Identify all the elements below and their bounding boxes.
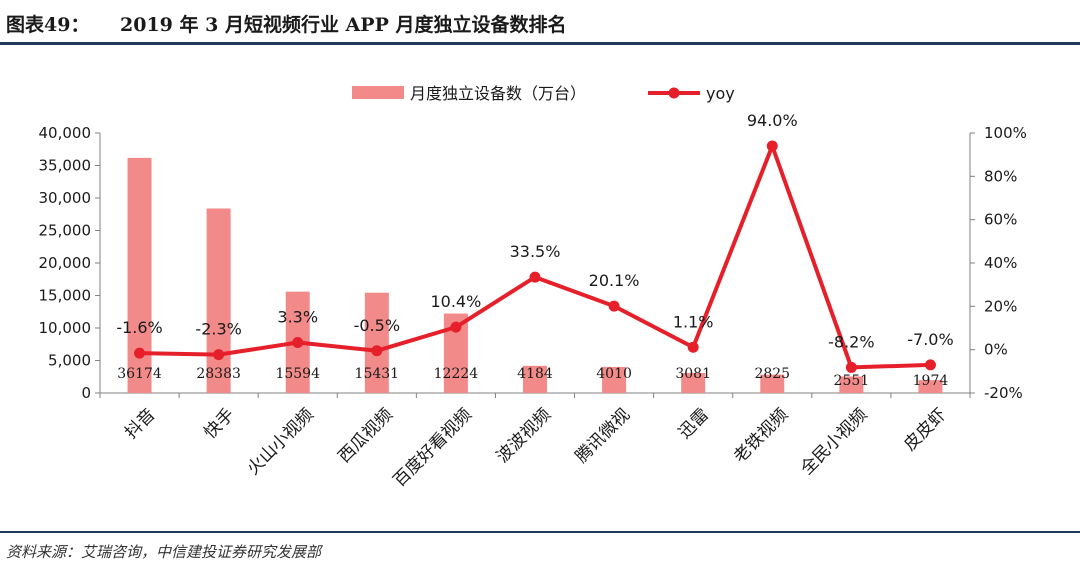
bar-value-label: 2551: [834, 373, 870, 389]
yoy-value-label: -8.2%: [828, 332, 874, 351]
yoy-point-7: [608, 300, 620, 312]
category-label: 腾讯微视: [572, 405, 634, 467]
figure-label: 图表49：: [6, 14, 90, 36]
bar-value-label: 36174: [117, 366, 162, 382]
y-left-tick-label: 35,000: [39, 157, 92, 175]
category-label: 火山小视频: [243, 405, 317, 479]
yoy-point-9: [766, 140, 778, 152]
yoy-value-label: 94.0%: [747, 111, 798, 130]
yoy-point-11: [924, 359, 936, 371]
bar-value-label: 15594: [275, 366, 320, 382]
yoy-value-label: -7.0%: [907, 330, 953, 349]
yoy-point-4: [371, 345, 383, 357]
category-label: 快手: [200, 405, 238, 443]
yoy-point-6: [529, 271, 541, 283]
bar-6: [523, 365, 547, 393]
yoy-point-8: [687, 341, 699, 353]
y-right-tick-label: 0%: [984, 341, 1008, 359]
bar-value-label: 4184: [517, 366, 553, 382]
bar-value-label: 4010: [596, 366, 632, 382]
yoy-value-label: 20.1%: [589, 271, 640, 290]
figure-header: 图表49： 2019 年 3 月短视频行业 APP 月度独立设备数排名: [0, 0, 1080, 44]
legend-swatch-marker: [668, 87, 680, 99]
y-left-tick-label: 30,000: [39, 189, 92, 207]
yoy-value-label: 1.1%: [673, 312, 714, 331]
y-left-tick-label: 10,000: [39, 319, 92, 337]
y-left-tick-label: 5,000: [48, 352, 91, 370]
category-label: 西瓜视频: [335, 405, 397, 467]
category-label: 百度好看视频: [390, 405, 476, 491]
y-left-tick-label: 20,000: [39, 254, 92, 272]
legend-swatch-bar: [352, 86, 404, 99]
header-rule: [0, 42, 1080, 45]
bar-9: [760, 374, 785, 393]
bar-7: [602, 366, 627, 393]
yoy-value-label: 3.3%: [277, 308, 318, 327]
yoy-value-label: -1.6%: [116, 318, 162, 337]
y-left-tick-label: 0: [81, 384, 91, 402]
category-label: 波波视频: [493, 405, 555, 467]
bar-10: [839, 376, 864, 393]
y-left-tick-label: 25,000: [39, 222, 92, 240]
bar-11: [918, 380, 943, 393]
y-right-tick-label: 80%: [984, 167, 1017, 185]
yoy-value-label: 10.4%: [430, 292, 481, 311]
y-left-tick-label: 40,000: [39, 124, 92, 142]
category-label: 全民小视频: [797, 405, 871, 479]
bar-value-label: 1974: [913, 373, 949, 389]
yoy-value-label: -2.3%: [195, 320, 241, 339]
figure-title: 2019 年 3 月短视频行业 APP 月度独立设备数排名: [120, 14, 567, 36]
category-label: 老铁视频: [730, 405, 792, 467]
category-label: 抖音: [121, 405, 159, 443]
category-label: 皮皮虾: [900, 405, 950, 455]
legend-label-bar: 月度独立设备数（万台）: [410, 84, 586, 103]
y-right-tick-label: -20%: [984, 384, 1023, 402]
yoy-value-label: -0.5%: [354, 316, 400, 335]
y-right-tick-label: 60%: [984, 211, 1017, 229]
bar-8: [681, 372, 706, 393]
yoy-point-10: [845, 361, 857, 373]
yoy-point-1: [134, 347, 146, 359]
category-label: 迅雷: [675, 405, 713, 443]
legend-label-line: yoy: [706, 84, 735, 103]
bar-2: [206, 208, 231, 393]
yoy-point-2: [213, 349, 225, 361]
footer-rule: [0, 531, 1080, 533]
y-right-tick-label: 40%: [984, 254, 1017, 272]
y-right-tick-label: 20%: [984, 297, 1017, 315]
yoy-value-label: 33.5%: [510, 242, 561, 261]
bar-value-label: 2825: [754, 366, 790, 382]
yoy-point-5: [450, 321, 462, 333]
bar-value-label: 3081: [675, 366, 711, 382]
y-right-tick-label: 100%: [984, 124, 1027, 142]
bar-value-label: 15431: [355, 366, 400, 382]
y-left-tick-label: 15,000: [39, 287, 92, 305]
bar-value-label: 12224: [434, 366, 479, 382]
bar-value-label: 28383: [196, 366, 241, 382]
yoy-point-3: [292, 337, 304, 349]
bar-4: [364, 292, 389, 393]
source-note: 资料来源：艾瑞咨询，中信建投证券研究发展部: [6, 543, 322, 561]
